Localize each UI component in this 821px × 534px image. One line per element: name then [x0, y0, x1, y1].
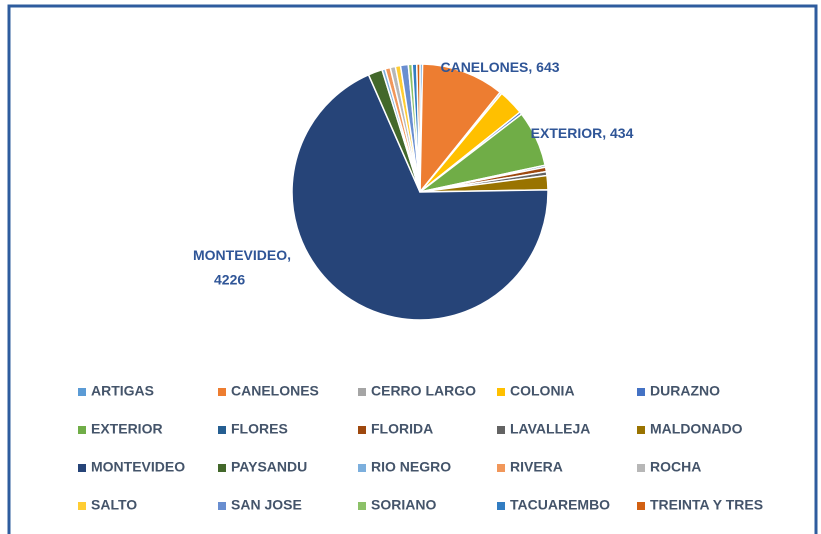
legend-swatch — [78, 388, 86, 396]
legend-label: TACUAREMBO — [510, 497, 610, 513]
frame — [7, 4, 818, 534]
legend-label: LAVALLEJA — [510, 421, 590, 437]
pie-slice — [291, 73, 549, 321]
legend-swatch — [78, 426, 86, 434]
legend-swatch — [218, 388, 226, 396]
legend-label: PAYSANDU — [231, 459, 307, 475]
legend-swatch — [358, 502, 366, 510]
data-label-value: 434 — [610, 125, 634, 141]
legend-label: SORIANO — [371, 497, 436, 513]
legend-swatch — [497, 388, 505, 396]
legend-label: MALDONADO — [650, 421, 743, 437]
data-label: EXTERIOR, 434 — [531, 125, 634, 141]
legend-swatch — [637, 426, 645, 434]
legend-swatch — [358, 464, 366, 472]
legend-label: MONTEVIDEO — [91, 459, 185, 475]
pie-slice — [415, 63, 421, 193]
data-label: MONTEVIDEO, — [193, 247, 291, 263]
data-label-value: 4226 — [214, 272, 245, 288]
data-label-category: CANELONES — [440, 59, 528, 75]
legend-swatch — [78, 464, 86, 472]
legend-swatch — [497, 464, 505, 472]
legend-label: ROCHA — [650, 459, 701, 475]
data-label-category: MONTEVIDEO — [193, 247, 287, 263]
legend-label: SALTO — [91, 497, 137, 513]
legend-label: DURAZNO — [650, 383, 720, 399]
legend-swatch — [358, 426, 366, 434]
legend-label: FLORES — [231, 421, 288, 437]
data-label-value: 643 — [536, 59, 560, 75]
legend-label: CANELONES — [231, 383, 319, 399]
legend-label: TREINTA Y TRES — [650, 497, 763, 513]
legend-label: COLONIA — [510, 383, 575, 399]
data-label-category: EXTERIOR — [531, 125, 603, 141]
data-label: CANELONES, 643 — [440, 59, 559, 75]
legend-swatch — [358, 388, 366, 396]
legend-swatch — [637, 388, 645, 396]
legend-swatch — [78, 502, 86, 510]
legend-swatch — [497, 502, 505, 510]
legend-label: CERRO LARGO — [371, 383, 476, 399]
legend-swatch — [218, 464, 226, 472]
legend-label: RIO NEGRO — [371, 459, 451, 475]
legend-label: ARTIGAS — [91, 383, 154, 399]
legend-label: SAN JOSE — [231, 497, 302, 513]
legend-swatch — [218, 502, 226, 510]
legend-swatch — [497, 426, 505, 434]
legend-swatch — [637, 464, 645, 472]
legend-swatch — [218, 426, 226, 434]
legend-swatch — [637, 502, 645, 510]
legend-label: RIVERA — [510, 459, 563, 475]
pie-slice — [419, 63, 502, 195]
legend-label: EXTERIOR — [91, 421, 163, 437]
legend-label: FLORIDA — [371, 421, 433, 437]
